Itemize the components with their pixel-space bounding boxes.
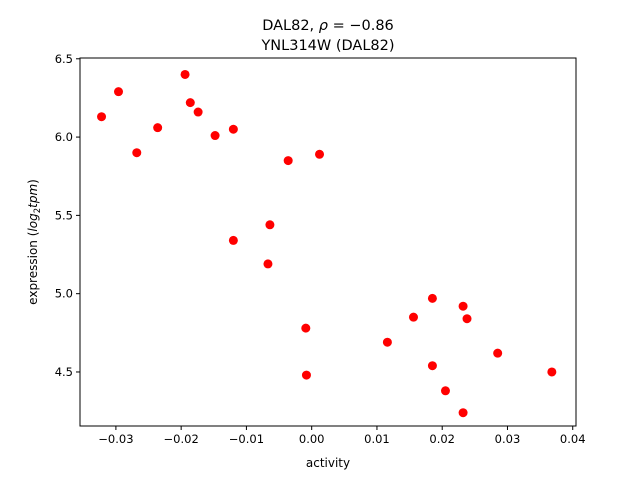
x-tick-label: −0.02 [164, 432, 199, 446]
y-tick-label: 6.0 [55, 130, 73, 144]
data-point [153, 123, 163, 133]
data-point [263, 259, 273, 269]
data-points [97, 69, 557, 418]
y-tick-label: 5.5 [55, 208, 73, 222]
data-point [228, 235, 238, 245]
data-point [427, 293, 437, 303]
data-point [283, 156, 293, 166]
data-point [228, 124, 238, 134]
y-tick-label: 6.5 [55, 52, 73, 66]
data-point [301, 370, 311, 380]
data-point [265, 220, 275, 230]
data-point [193, 107, 203, 117]
x-tick-label: −0.03 [98, 432, 133, 446]
y-tick-label: 4.5 [55, 365, 73, 379]
data-point [114, 87, 124, 97]
chart-title-line2: YNL314W (DAL82) [260, 38, 394, 54]
data-point [132, 148, 142, 158]
data-point [301, 323, 311, 333]
x-tick-label: 0.03 [495, 432, 521, 446]
data-point [493, 348, 503, 358]
data-point [427, 361, 437, 371]
x-axis-label: activity [306, 456, 350, 470]
plot-frame [79, 57, 577, 427]
y-axis: 4.5 5.0 5.5 6.0 6.5 [55, 52, 80, 379]
x-tick-label: 0.01 [364, 432, 390, 446]
data-point [440, 386, 450, 396]
x-tick-label: 0.02 [429, 432, 455, 446]
x-tick-label: 0.00 [299, 432, 325, 446]
x-tick-label: 0.04 [560, 432, 586, 446]
data-point [382, 337, 392, 347]
x-tick-label: −0.01 [229, 432, 264, 446]
x-axis: −0.03 −0.02 −0.01 0.00 0.01 0.02 0.03 0.04 [98, 426, 586, 446]
y-axis-label: expression (log2tpm) [26, 179, 43, 305]
y-tick-label: 5.0 [55, 287, 73, 301]
data-point [458, 301, 468, 311]
data-point [97, 112, 107, 122]
chart-title-line1: DAL82, ρ = −0.86 [262, 18, 394, 34]
data-point [462, 314, 472, 324]
data-point [315, 149, 325, 159]
data-point [185, 98, 195, 108]
data-point [547, 367, 557, 377]
data-point [458, 408, 468, 418]
data-point [180, 69, 190, 79]
data-point [210, 131, 220, 141]
data-point [408, 312, 418, 322]
